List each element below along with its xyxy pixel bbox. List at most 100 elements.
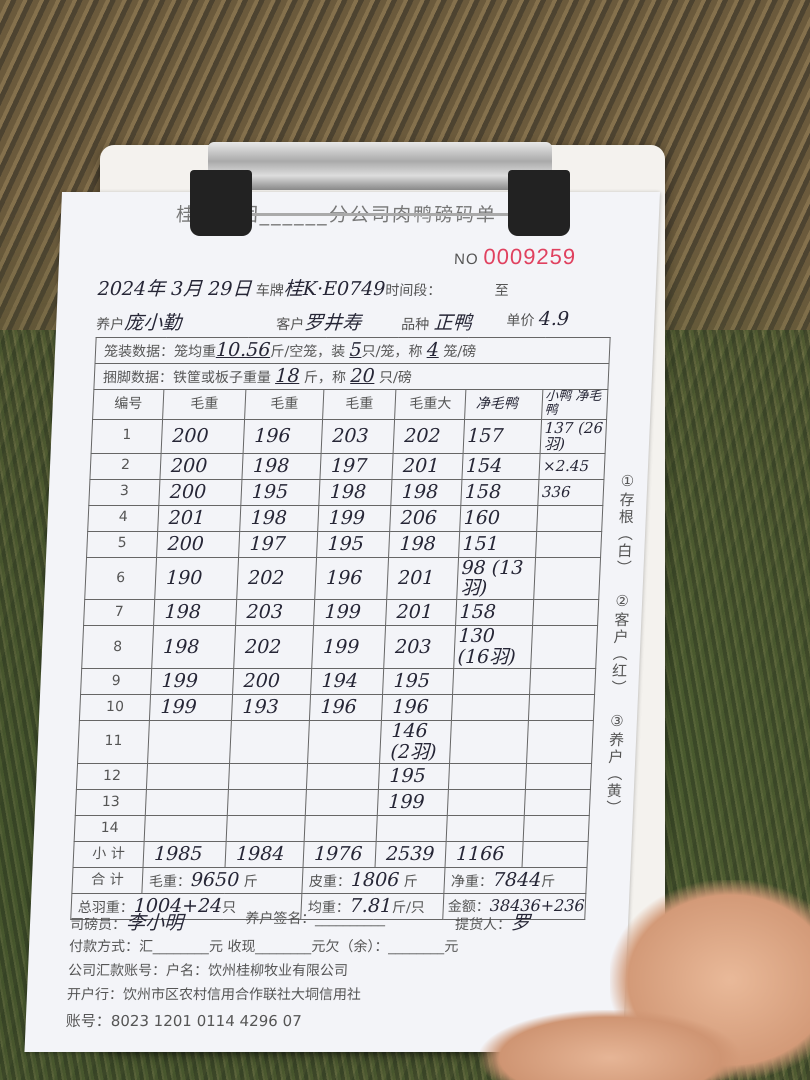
weight-cell: 196	[309, 694, 383, 721]
tie-data-row: 捆脚数据：铁筐或板子重量 18 斤，称 20 只/磅	[93, 363, 609, 390]
weight-cell: 198	[318, 479, 392, 506]
picker-signature: 罗	[510, 912, 531, 934]
weight-cell	[305, 789, 379, 816]
weight-cell: 137 (26羽)	[540, 419, 607, 454]
weight-cell	[147, 720, 232, 764]
weight-cell	[523, 815, 590, 842]
total-label: 合 计	[71, 867, 144, 894]
weight-cell: 200	[158, 479, 242, 506]
farmer-signature-label: 养户签名：	[244, 911, 316, 927]
weight-cell: 193	[231, 694, 311, 721]
table-row: 1 200 196 203 202 157 137 (26羽)	[91, 419, 607, 454]
weight-cell: 98 (13羽)	[456, 557, 536, 600]
weight-cell: 202	[233, 625, 314, 669]
weight-cell: 336	[537, 479, 604, 506]
weight-cell: 157	[463, 419, 542, 454]
subtotal-label: 小 计	[73, 841, 145, 868]
weight-cell: 198	[153, 599, 237, 626]
weight-cell: 200	[161, 419, 245, 454]
date: 2024年 3月 29日	[97, 278, 252, 300]
weight-cell	[530, 625, 598, 669]
subtotal	[522, 841, 588, 868]
weight-cell: 203	[321, 419, 395, 454]
breed-label: 品种	[400, 317, 430, 333]
weight-cell: 199	[317, 505, 391, 532]
row-number: 6	[84, 557, 157, 600]
weight-cell: 146 (2羽)	[379, 720, 452, 764]
column-header: 毛重大	[394, 389, 466, 420]
row-number: 14	[74, 815, 146, 842]
time-label: 时间段：	[384, 283, 442, 299]
weight-cell: 158	[455, 599, 534, 626]
party-row: 养户庞小勤 客户罗井寿 品种 正鸭 单价 4.9	[96, 308, 607, 335]
weight-cell: 195	[378, 763, 450, 790]
subtotal: 1985	[143, 841, 227, 868]
weight-cell	[144, 815, 228, 842]
weight-cell	[533, 557, 601, 600]
tare-weight: 1806	[350, 868, 400, 891]
weight-cell: 201	[386, 557, 459, 600]
weight-cell: 154	[461, 453, 541, 480]
copy-customer-label: ②客户（红）	[608, 592, 632, 697]
weight-cell	[529, 668, 596, 695]
subtotal: 1976	[303, 841, 377, 868]
row-number: 2	[89, 453, 162, 480]
weight-cell: 151	[458, 531, 537, 558]
weight-cell	[229, 720, 310, 764]
gross-weight: 9650	[190, 868, 240, 891]
weight-cell	[145, 789, 229, 816]
weight-cell	[532, 599, 599, 626]
table-row: 9 199 200 194 195	[80, 668, 596, 695]
weight-cell: 198	[151, 625, 236, 669]
column-header: 编号	[92, 389, 164, 420]
weight-cell	[535, 531, 602, 558]
bank-name: 开户行：饮州市区农村信用合作联社大垌信用社	[66, 987, 362, 1003]
weight-cell: 203	[235, 599, 315, 626]
weight-cell: 202	[236, 557, 317, 600]
plate-label: 车牌	[255, 283, 285, 299]
weight-cell	[449, 720, 529, 764]
weight-cell: 199	[377, 789, 449, 816]
weight-cell: 197	[238, 531, 318, 558]
table-row: 14	[74, 815, 590, 842]
subtotal: 1166	[445, 841, 524, 868]
weight-cell: 201	[157, 505, 241, 532]
weight-cell: 158	[460, 479, 540, 506]
row-number: 4	[87, 505, 159, 532]
weight-cell: 201	[385, 599, 457, 626]
cage-data-row: 笼装数据：笼均重10.56斤/空笼，装 5只/笼，称 4 笼/磅	[95, 337, 610, 364]
weight-cell	[451, 694, 530, 721]
weight-cell: 198	[239, 505, 319, 532]
weight-cell	[536, 505, 603, 532]
column-header: 毛重	[162, 389, 246, 420]
column-header: 毛重	[322, 389, 396, 420]
weight-cell: 199	[150, 668, 234, 695]
weight-cell	[526, 720, 594, 764]
weight-cell: 198	[390, 479, 462, 506]
weight-cell: 201	[391, 453, 464, 480]
weight-cell: 196	[381, 694, 453, 721]
subtotal-row: 小 计 1985 1984 1976 2539 1166	[73, 841, 588, 868]
weight-cell: 202	[393, 419, 465, 454]
weight-cell	[525, 763, 592, 790]
row-number: 12	[76, 763, 148, 790]
weight-cell: 195	[382, 668, 454, 695]
column-header: 毛重	[244, 389, 324, 420]
table-row: 10 199 193 196 196	[79, 694, 595, 721]
weight-cell: 200	[156, 531, 240, 558]
weight-cell	[228, 763, 308, 790]
weight-cell: 200	[159, 453, 244, 480]
weighing-slip: 桂柳集团______分公司肉鸭磅码单 NO 0009259 2024年 3月 2…	[24, 192, 660, 1052]
weight-cell: 195	[316, 531, 390, 558]
farmer: 庞小勤	[123, 312, 182, 334]
weight-cell: 198	[241, 453, 322, 480]
weight-cell: 196	[314, 557, 389, 600]
price: 4.9	[538, 308, 570, 330]
table-row: 12 195	[76, 763, 592, 790]
weight-cell: 195	[240, 479, 320, 506]
serial-label: NO	[453, 251, 479, 268]
payment-line: 付款方式：汇________元 收现________元欠（余）：________…	[68, 939, 459, 955]
customer-label: 客户	[275, 317, 305, 333]
weight-cell: 198	[388, 531, 460, 558]
farmer-label: 养户	[95, 317, 125, 333]
